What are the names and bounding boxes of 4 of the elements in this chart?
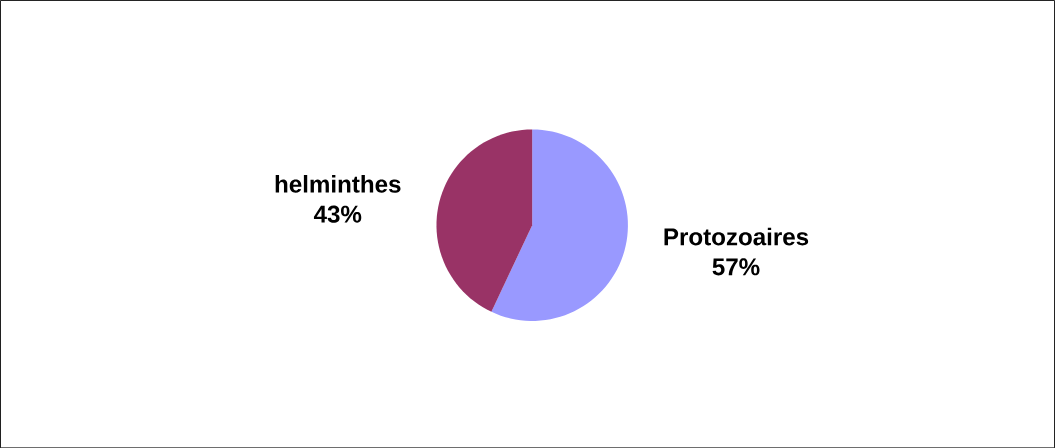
slice-label: helminthes — [275, 174, 401, 193]
data-label: 43% — [313, 205, 362, 223]
slice-label: Protozoaires — [664, 227, 809, 246]
data-label: 57% — [712, 258, 760, 276]
